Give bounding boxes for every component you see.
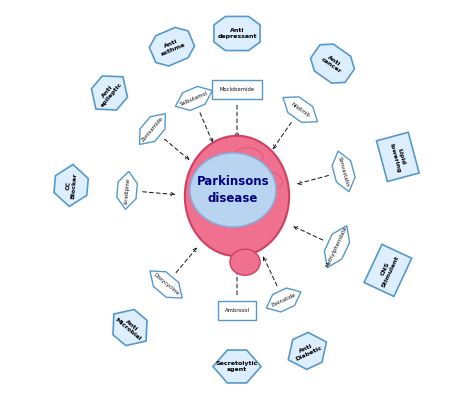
Text: Ambroxol: Ambroxol <box>225 308 249 313</box>
Polygon shape <box>324 226 350 267</box>
Ellipse shape <box>264 172 283 188</box>
Polygon shape <box>218 301 256 320</box>
Polygon shape <box>113 309 147 345</box>
Polygon shape <box>332 151 355 192</box>
Polygon shape <box>266 288 301 312</box>
Text: Simvastatin: Simvastatin <box>337 156 350 187</box>
Ellipse shape <box>235 147 263 164</box>
Polygon shape <box>149 27 194 66</box>
Polygon shape <box>54 164 88 206</box>
Text: Anti
Diabetic: Anti Diabetic <box>292 340 323 362</box>
Polygon shape <box>117 171 137 209</box>
Text: Anti
asthma: Anti asthma <box>158 37 186 57</box>
Polygon shape <box>364 244 412 297</box>
Text: CC
Blocker: CC Blocker <box>64 172 78 199</box>
Polygon shape <box>213 350 261 383</box>
Text: Anti
cancer: Anti cancer <box>320 53 345 75</box>
Polygon shape <box>310 44 355 83</box>
Polygon shape <box>175 86 212 110</box>
Text: Lipid
lowering: Lipid lowering <box>389 141 407 173</box>
Text: Methylphenidate: Methylphenidate <box>325 225 349 268</box>
Ellipse shape <box>190 153 276 227</box>
Polygon shape <box>376 132 419 181</box>
Ellipse shape <box>191 176 210 192</box>
Text: Moclobemide: Moclobemide <box>219 87 255 92</box>
Polygon shape <box>150 271 182 298</box>
Ellipse shape <box>230 249 260 275</box>
Text: Nilotinib: Nilotinib <box>290 101 310 118</box>
Text: Doxycycline: Doxycycline <box>152 272 180 297</box>
Text: Anti
depressant: Anti depressant <box>217 28 257 39</box>
Polygon shape <box>288 332 327 369</box>
Text: Zonisamide: Zonisamide <box>141 116 164 143</box>
Text: Anti
Microbial: Anti Microbial <box>114 313 146 342</box>
Polygon shape <box>91 76 128 110</box>
Text: CNS
Stimulant: CNS Stimulant <box>376 252 400 288</box>
Text: Parkinsons
disease: Parkinsons disease <box>197 175 269 205</box>
Ellipse shape <box>205 155 228 173</box>
Polygon shape <box>283 97 318 122</box>
Text: Exenatide: Exenatide <box>271 292 297 308</box>
Ellipse shape <box>185 136 289 256</box>
Text: Secretolytic
agent: Secretolytic agent <box>216 361 258 372</box>
Polygon shape <box>214 17 260 50</box>
Polygon shape <box>212 80 262 99</box>
Text: Salbutamol: Salbutamol <box>179 90 209 107</box>
Text: Isradipine: Isradipine <box>123 177 131 204</box>
Text: Anti
epileptic: Anti epileptic <box>96 78 123 108</box>
Polygon shape <box>139 114 165 145</box>
